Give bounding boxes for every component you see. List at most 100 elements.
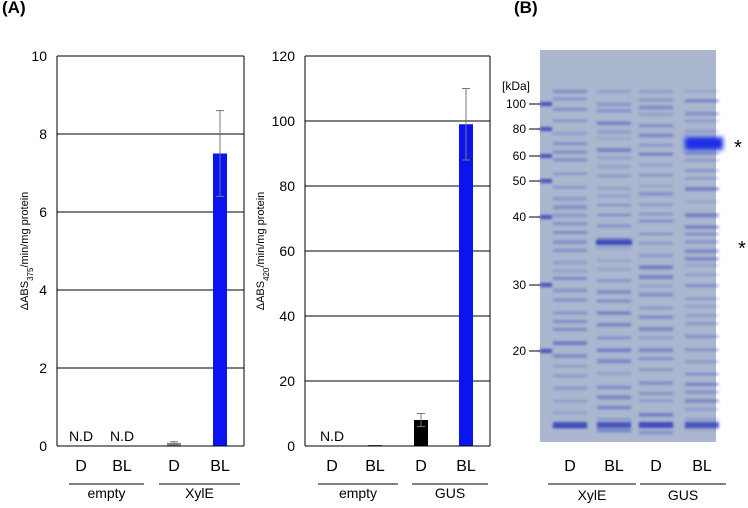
gel-band: [553, 320, 587, 323]
gel-band: [597, 102, 631, 107]
gel-band: [685, 99, 719, 103]
ladder-band: [540, 349, 552, 353]
gel-band: [639, 152, 673, 156]
gel-band: [639, 381, 673, 385]
y-tick-label: 2: [39, 360, 47, 376]
panel-label-a: (A): [2, 0, 26, 17]
gel-band: [685, 305, 719, 308]
not-detected-label: N.D: [110, 428, 134, 444]
gel-band: [639, 232, 673, 236]
gel-band: [685, 422, 719, 428]
gel-band: [639, 212, 673, 216]
gel-band: [553, 354, 587, 358]
y-tick-label: 40: [279, 308, 295, 324]
gel-band: [597, 174, 631, 178]
chart-xyle-activity: 0 2 4 6 8 10 ΔABS375/min/mg protein N.D D N.D BL D B…: [19, 48, 245, 501]
gel-band: [685, 427, 719, 431]
gel-band: [553, 150, 587, 154]
marker-kda-label: 60: [513, 149, 527, 163]
gel-group-label: XylE: [578, 487, 607, 503]
y-tick-label: 100: [272, 113, 296, 129]
gel-band: [597, 323, 631, 327]
lane-label: BL: [604, 458, 624, 475]
bar: [213, 153, 227, 446]
gel-band: [553, 186, 587, 189]
gel-band: [553, 248, 587, 252]
x-category-label: BL: [112, 458, 132, 475]
marker-kda-label: 100: [506, 97, 526, 111]
gel-band: [597, 246, 631, 250]
x-category-label: BL: [365, 458, 385, 475]
gel-band: [685, 284, 719, 288]
y-tick-label: 6: [39, 204, 47, 220]
lane-label: BL: [692, 458, 712, 475]
gel-band: [553, 119, 587, 123]
band-asterisk-gus: *: [734, 137, 742, 159]
ladder-band: [540, 179, 552, 183]
gel-band: [639, 327, 673, 331]
gel-band: [597, 204, 631, 207]
marker-kda-label: 80: [513, 122, 527, 136]
gel-band: [685, 159, 719, 162]
marker-kda-label: 30: [513, 278, 527, 292]
gel-band: [597, 428, 631, 433]
gel-band: [685, 187, 719, 191]
gel-band: [597, 109, 631, 113]
gel-band: [597, 156, 631, 160]
gel-band: [639, 368, 673, 371]
gel-band: [685, 200, 719, 203]
marker-kda-label: 50: [513, 174, 527, 188]
gel-band: [553, 261, 587, 265]
gel-band: [597, 121, 631, 125]
gel-band: [553, 411, 587, 415]
gel-band: [597, 289, 631, 294]
gel-band: [597, 130, 631, 134]
gel-band: [685, 240, 719, 244]
gel-band: [639, 90, 673, 94]
not-detected-label: N.D: [69, 428, 93, 444]
gel-band: [597, 137, 631, 140]
gel-group-label: GUS: [668, 487, 698, 503]
gel-band: [685, 213, 719, 218]
gel-band: [553, 205, 587, 210]
gel-band: [597, 422, 631, 428]
gel-band: [553, 298, 587, 302]
gel-band: [639, 192, 673, 196]
gel-band: [639, 174, 673, 177]
gel-band: [639, 348, 673, 353]
gel-band: [685, 119, 719, 123]
gel-band: [553, 97, 587, 101]
gel-band: [553, 374, 587, 378]
gel-band: [639, 391, 673, 396]
gel-band: [685, 322, 719, 326]
group-label: empty: [87, 485, 125, 501]
gel-band: [597, 418, 631, 421]
gel-band: [685, 360, 719, 364]
gel-band: [685, 417, 719, 422]
y-tick-label: 10: [31, 48, 47, 64]
gel-band: [597, 385, 631, 389]
gel-band: [685, 129, 719, 133]
gel-band: [639, 105, 673, 110]
gel-band: [597, 237, 631, 242]
x-category-label: D: [415, 458, 427, 475]
gel-band: [553, 131, 587, 136]
lane-label: D: [564, 458, 576, 475]
y-tick-label: 0: [39, 438, 47, 454]
gel-band: [597, 395, 631, 400]
y-tick-label: 80: [279, 178, 295, 194]
gel-band: [685, 297, 719, 300]
gel-band: [553, 276, 587, 280]
gel-band: [553, 158, 587, 161]
gel-band: [553, 240, 587, 244]
gel-band: [597, 372, 631, 375]
gel-band: [639, 98, 673, 102]
marker-kda-label: 20: [513, 344, 527, 358]
ladder-band: [540, 127, 552, 131]
gel-band: [597, 90, 631, 93]
gel-band: [639, 220, 673, 223]
gel-band: [597, 311, 631, 315]
kda-unit-label: [kDa]: [502, 79, 530, 93]
group-label: XylE: [185, 485, 214, 501]
gel-band: [597, 299, 631, 303]
